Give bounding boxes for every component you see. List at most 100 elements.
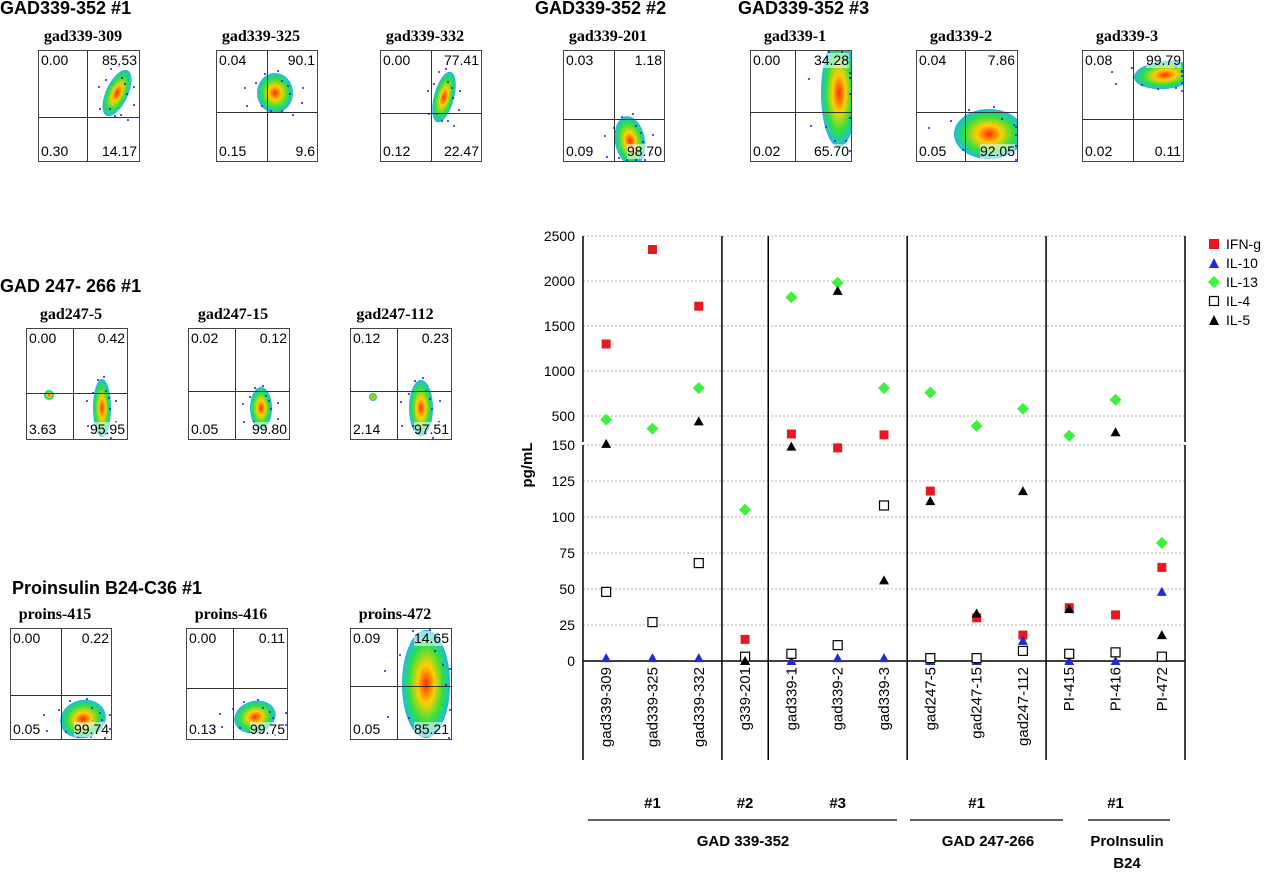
flow-plot-title: gad247-5 — [39, 306, 103, 323]
event-dot — [97, 86, 100, 89]
x-tick-label: gad339-325 — [644, 667, 661, 747]
event-dot — [631, 113, 634, 116]
event-dot — [287, 85, 290, 88]
event-dot — [849, 72, 851, 75]
marker-ifng-gad339-325 — [647, 245, 657, 254]
flow-plot-proins-415: proins-415 0.00 0.22 0.05 99.74 — [0, 606, 112, 746]
event-dot — [104, 737, 107, 739]
quadrant-percent-lr: 14.17 — [101, 143, 137, 159]
event-dot — [120, 76, 123, 79]
event-dot — [436, 113, 439, 116]
marker-ifng-PI-416 — [1111, 610, 1121, 620]
event-dot — [90, 707, 93, 710]
event-dot — [1012, 124, 1015, 127]
x-tick-label: gad247-112 — [1015, 667, 1032, 746]
event-dot — [438, 71, 441, 74]
event-dot — [411, 425, 414, 428]
flow-plot-area: 0.04 7.86 0.05 92.05 — [916, 50, 1018, 162]
quadrant-percent-ur: 14.65 — [413, 630, 449, 646]
marker-il4-gad339-3 — [878, 500, 890, 511]
marker-il5-PI-416 — [1110, 427, 1121, 437]
event-dot — [449, 668, 451, 671]
marker-il4-gad339-1 — [786, 648, 797, 659]
event-dot — [453, 124, 456, 127]
event-dot — [268, 400, 271, 403]
event-dot — [65, 730, 68, 733]
quadrant-percent-ur: 85.53 — [101, 52, 137, 68]
y-tick-label: 125 — [552, 473, 576, 489]
event-dot — [133, 85, 136, 88]
event-dot — [992, 105, 995, 108]
event-dot — [220, 726, 223, 729]
legend-marker-il4 — [1208, 295, 1220, 306]
quadrant-gate-vertical — [61, 629, 62, 739]
legend-marker-il5 — [1209, 314, 1219, 325]
flow-plot-title: gad339-3 — [1095, 28, 1159, 45]
quadrant-gate-horizontal — [217, 111, 317, 113]
event-dot — [300, 101, 303, 104]
flow-plot-area: 0.00 0.11 0.13 99.75 — [186, 628, 288, 740]
event-dot — [277, 70, 279, 73]
marker-ifng-gad247-112 — [1018, 630, 1028, 640]
event-dot — [968, 108, 971, 111]
event-dot — [400, 400, 403, 403]
marker-il13-gad339-325 — [646, 422, 659, 435]
event-dot — [262, 706, 265, 709]
marker-il13-g339-201 — [739, 503, 752, 516]
marker-ifng-gad339-1 — [786, 429, 796, 439]
event-dot — [605, 155, 608, 158]
event-dot — [445, 68, 448, 71]
y-tick-label: 100 — [552, 509, 576, 525]
quadrant-gate-vertical — [267, 51, 268, 161]
x-tick-label: gad339-3 — [876, 667, 893, 730]
title-gad339-2: GAD339-352 #2 — [535, 0, 667, 18]
quadrant-percent-ll: 3.63 — [29, 421, 57, 437]
group-label: ProInsulin B24 — [1090, 833, 1163, 872]
event-dot — [809, 124, 812, 127]
event-dot — [621, 116, 624, 119]
event-dot — [1130, 67, 1133, 70]
quadrant-gate-vertical — [87, 51, 88, 161]
marker-il13-PI-415 — [1063, 429, 1076, 442]
event-dot — [449, 708, 451, 711]
flow-plot-area: 0.00 85.53 0.30 14.17 — [38, 50, 140, 162]
legend-marker-il10 — [1209, 257, 1219, 268]
quadrant-percent-ll: 0.30 — [41, 143, 69, 159]
event-dot — [241, 402, 244, 405]
quadrant-percent-ul: 0.08 — [1085, 52, 1113, 68]
quadrant-percent-ll: 0.05 — [191, 421, 219, 437]
event-dot — [807, 78, 810, 81]
x-tick-label: gad339-309 — [598, 667, 615, 747]
event-dot — [105, 389, 108, 392]
flow-plot-area: 0.00 0.42 3.63 95.95 — [26, 328, 128, 440]
marker-il13-gad339-3 — [878, 382, 890, 395]
event-dot — [262, 384, 265, 387]
quadrant-percent-ul: 0.00 — [41, 52, 69, 68]
event-dot — [428, 629, 431, 631]
marker-il13-gad247-5 — [924, 386, 937, 399]
event-dot — [110, 437, 113, 439]
flow-plot-gad339-325: gad339-325 0.04 90.1 0.15 9.6 — [206, 28, 318, 168]
quadrant-gate-vertical — [1133, 51, 1134, 161]
event-dot — [104, 78, 107, 81]
event-dot — [642, 141, 644, 144]
quadrant-gate-horizontal — [187, 688, 287, 690]
chart-legend: IFN-g IL-10 IL-13 IL-4 IL-5 — [1208, 234, 1261, 329]
flow-plot-title: gad339-325 — [221, 28, 301, 45]
x-tick-label: gad339-332 — [691, 667, 708, 747]
event-dot — [1114, 83, 1117, 86]
marker-il4-PI-415 — [1064, 648, 1075, 659]
quadrant-gate-horizontal — [917, 111, 1017, 113]
event-dot — [264, 72, 267, 75]
quadrant-percent-lr: 99.80 — [251, 421, 287, 437]
flow-plot-area: 0.08 99.79 0.02 0.11 — [1082, 50, 1184, 162]
flow-plot-gad247-112: gad247-112 0.12 0.23 2.14 97.51 — [340, 306, 452, 446]
event-dot — [825, 125, 828, 128]
flow-plot-area: 0.03 1.18 0.09 98.70 — [563, 50, 665, 162]
event-dot — [384, 669, 387, 672]
flow-plot-title: gad339-2 — [929, 28, 993, 45]
flow-plot-area: 0.12 0.23 2.14 97.51 — [350, 328, 452, 440]
marker-ifng-gad339-3 — [879, 430, 889, 440]
legend-item-il10: IL-10 — [1208, 253, 1261, 272]
marker-il10-PI-472 — [1156, 586, 1167, 596]
